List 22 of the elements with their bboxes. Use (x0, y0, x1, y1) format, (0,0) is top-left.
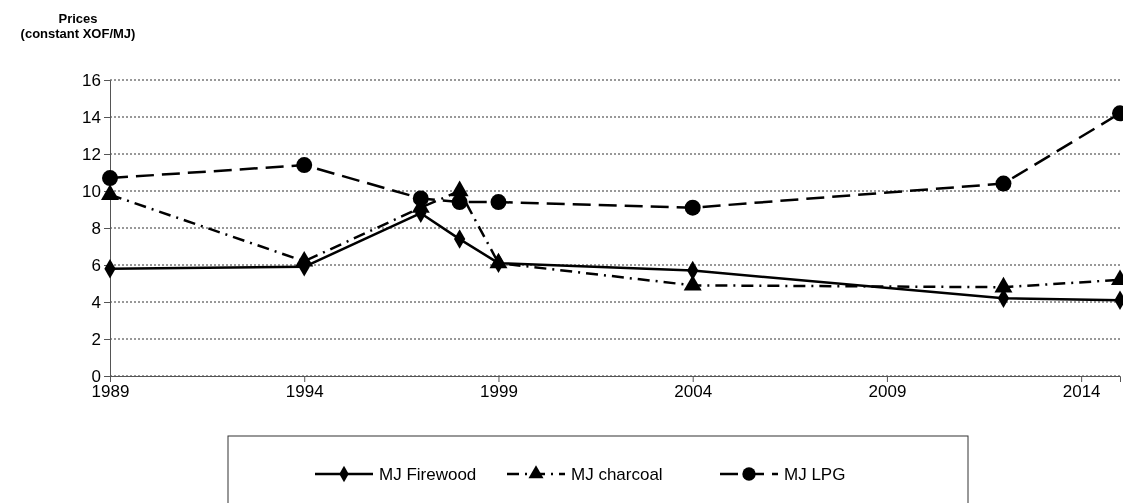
x-tick-label: 2004 (674, 382, 713, 402)
point (995, 175, 1012, 192)
y-tick-label: 8 (91, 218, 101, 238)
y-tick-label: 2 (91, 329, 101, 349)
x-tick-label: 1999 (480, 382, 518, 402)
x-tick-label: 1994 (285, 382, 324, 402)
point (490, 194, 507, 211)
x-tick-label: 2009 (868, 382, 907, 402)
y-tick-label: 10 (82, 181, 101, 201)
legend-label: MJ Firewood (379, 465, 477, 484)
y-tick-label: 14 (82, 107, 101, 127)
x-tick-label: 2014 (1062, 382, 1101, 402)
y-tick-label: 12 (82, 144, 101, 164)
y-tick-label: 6 (91, 255, 101, 275)
point (102, 170, 118, 187)
y-axis-title: Prices (constant XOF/MJ) (20, 11, 136, 41)
y-tick-label: 4 (91, 292, 101, 312)
point (296, 157, 313, 174)
point (684, 199, 701, 216)
legend-label: MJ LPG (784, 465, 846, 484)
legend-label: MJ charcoal (571, 465, 663, 484)
y-tick-label: 16 (82, 70, 101, 90)
